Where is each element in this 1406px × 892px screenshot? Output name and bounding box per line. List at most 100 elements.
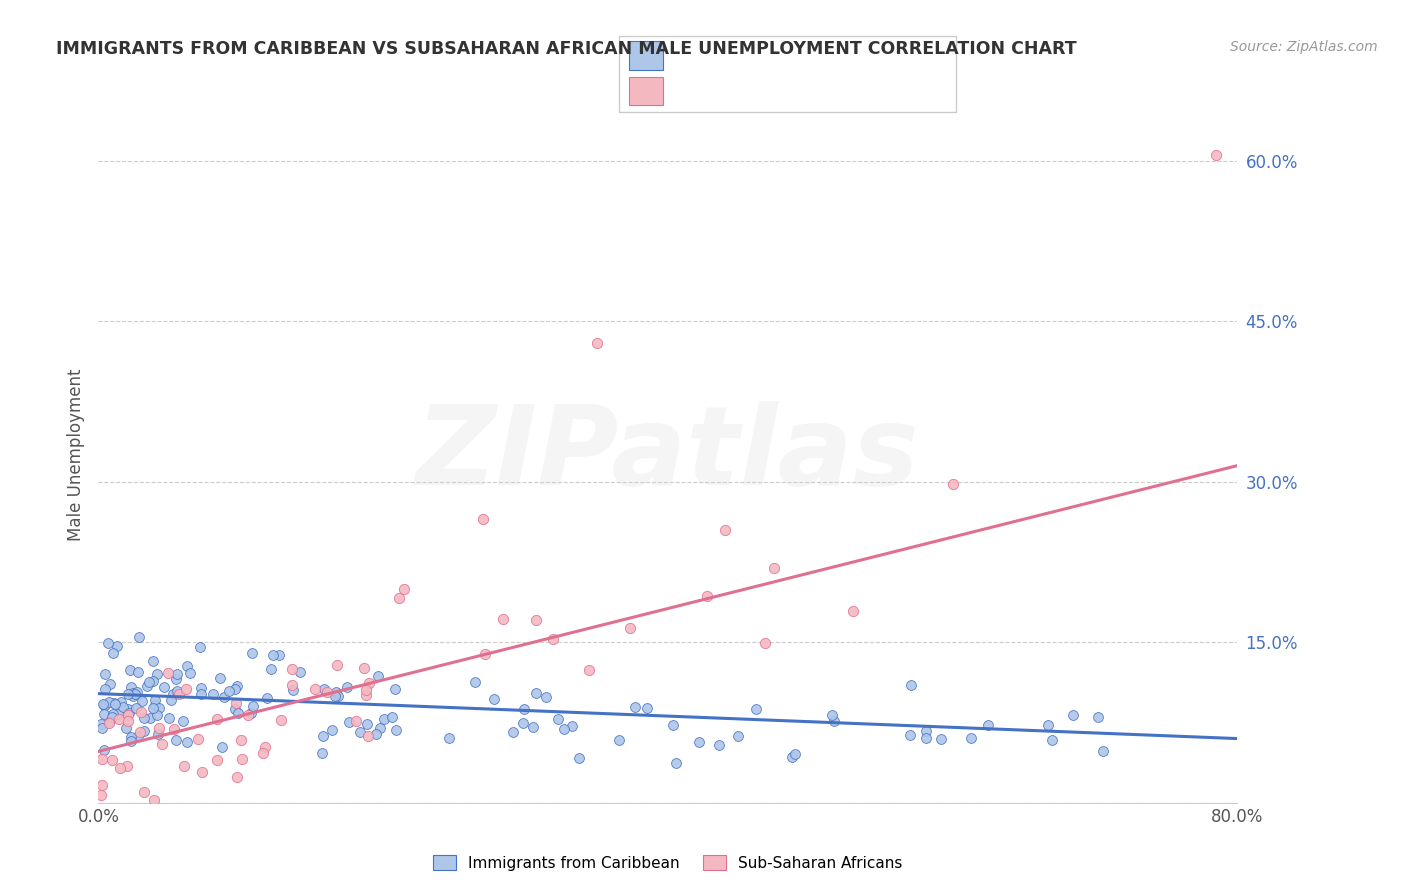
Point bbox=[785, 747, 807, 761]
Point bbox=[754, 636, 776, 650]
Point bbox=[97, 695, 120, 709]
Point bbox=[107, 707, 129, 722]
Point bbox=[394, 582, 416, 596]
Point bbox=[526, 613, 548, 627]
Point bbox=[143, 693, 166, 707]
Point bbox=[578, 663, 600, 677]
Text: ZIPatlas: ZIPatlas bbox=[416, 401, 920, 508]
Point bbox=[522, 720, 544, 734]
Point bbox=[162, 687, 184, 701]
Point bbox=[166, 667, 188, 681]
Point bbox=[242, 699, 264, 714]
Point bbox=[101, 753, 124, 767]
Point bbox=[174, 682, 197, 697]
Point bbox=[624, 699, 647, 714]
Point bbox=[356, 688, 378, 702]
Point bbox=[356, 717, 378, 731]
Point bbox=[252, 746, 274, 760]
Point bbox=[366, 726, 388, 740]
Point bbox=[167, 687, 190, 701]
Point bbox=[727, 729, 749, 743]
Point bbox=[108, 712, 131, 726]
Point bbox=[115, 759, 138, 773]
Point bbox=[915, 724, 938, 739]
Text: 143: 143 bbox=[872, 46, 905, 64]
Point bbox=[218, 684, 240, 698]
Point bbox=[93, 698, 115, 712]
Point bbox=[474, 647, 496, 661]
Point bbox=[780, 750, 803, 764]
Point bbox=[388, 591, 411, 605]
Point bbox=[353, 661, 375, 675]
Point bbox=[91, 721, 114, 735]
Point bbox=[122, 686, 145, 700]
Point bbox=[526, 686, 548, 700]
Point bbox=[977, 718, 1000, 732]
Point bbox=[541, 632, 564, 646]
Point bbox=[513, 702, 536, 716]
Point bbox=[172, 714, 194, 728]
Point bbox=[173, 759, 195, 773]
Point bbox=[323, 689, 346, 703]
Point bbox=[153, 680, 176, 694]
Point bbox=[914, 731, 936, 745]
Text: R =: R = bbox=[676, 46, 716, 64]
Point bbox=[190, 765, 212, 780]
Point bbox=[139, 711, 162, 725]
Point bbox=[1205, 148, 1227, 162]
Point bbox=[117, 687, 139, 701]
Point bbox=[142, 701, 165, 715]
Point bbox=[152, 737, 174, 751]
Point bbox=[821, 708, 844, 723]
Point bbox=[368, 721, 391, 735]
Point bbox=[142, 673, 165, 688]
Point bbox=[316, 685, 339, 699]
Point bbox=[148, 727, 170, 741]
Bar bbox=[628, 77, 662, 105]
Point bbox=[117, 714, 139, 729]
Bar bbox=[628, 41, 662, 70]
Point bbox=[437, 731, 460, 745]
Point bbox=[136, 679, 159, 693]
Point bbox=[471, 512, 494, 526]
Point bbox=[929, 731, 952, 746]
Point bbox=[114, 721, 136, 735]
Point bbox=[662, 717, 685, 731]
Point bbox=[688, 735, 710, 749]
Point bbox=[1092, 744, 1115, 758]
Point bbox=[148, 721, 170, 735]
Point bbox=[381, 710, 404, 724]
Point bbox=[585, 335, 607, 350]
Point bbox=[349, 724, 371, 739]
Point bbox=[1036, 717, 1059, 731]
Point bbox=[98, 714, 121, 728]
Point bbox=[93, 697, 115, 711]
Point bbox=[122, 689, 145, 703]
Point bbox=[98, 715, 121, 730]
Point bbox=[842, 604, 865, 618]
Point bbox=[312, 729, 335, 743]
Point bbox=[281, 683, 304, 698]
Point bbox=[125, 684, 148, 698]
Point bbox=[568, 751, 591, 765]
Point bbox=[209, 671, 232, 685]
Point bbox=[325, 685, 347, 699]
Legend: Immigrants from Caribbean, Sub-Saharan Africans: Immigrants from Caribbean, Sub-Saharan A… bbox=[429, 850, 907, 875]
Point bbox=[98, 677, 121, 691]
Point bbox=[131, 694, 153, 708]
Point bbox=[636, 700, 658, 714]
Point bbox=[373, 713, 395, 727]
Point bbox=[179, 666, 201, 681]
Point bbox=[132, 724, 155, 739]
Point bbox=[117, 707, 139, 722]
Point bbox=[744, 702, 766, 716]
Text: N =: N = bbox=[828, 46, 868, 64]
Text: 0.580: 0.580 bbox=[720, 82, 776, 100]
Text: IMMIGRANTS FROM CARIBBEAN VS SUBSAHARAN AFRICAN MALE UNEMPLOYMENT CORRELATION CH: IMMIGRANTS FROM CARIBBEAN VS SUBSAHARAN … bbox=[56, 40, 1077, 58]
Point bbox=[359, 676, 381, 690]
Point bbox=[321, 723, 343, 738]
Point bbox=[103, 697, 125, 711]
Point bbox=[1040, 732, 1063, 747]
Point bbox=[103, 646, 125, 660]
Point bbox=[91, 752, 114, 766]
